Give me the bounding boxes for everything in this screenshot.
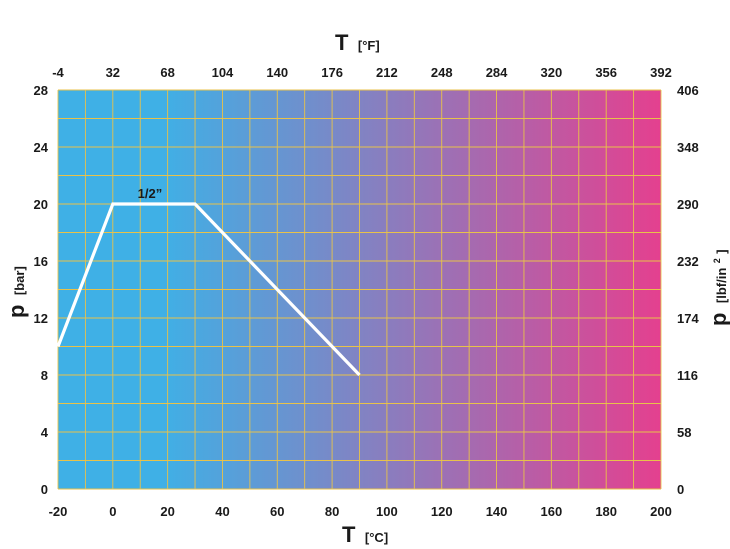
x-top-tick-label: 140 (266, 65, 288, 80)
x-axis-top-ticks: -4 32 68 104 140 176 212 248 284 320 356 392 (52, 65, 672, 80)
x-axis-bottom-ticks: -20 0 20 40 60 80 100 120 140 160 180 200 (49, 504, 672, 519)
y-left-tick-label: 24 (34, 140, 49, 155)
y-left-tick-label: 4 (41, 425, 49, 440)
y-right-tick-label: 58 (677, 425, 691, 440)
series-line (56, 202, 361, 377)
x-bottom-tick-label: -20 (49, 504, 68, 519)
y-right-tick-label: 232 (677, 254, 699, 269)
x-top-tick-label: 284 (486, 65, 508, 80)
x-top-tick-label: 212 (376, 65, 398, 80)
x-bottom-tick-label: 140 (486, 504, 508, 519)
x-top-tick-label: 32 (106, 65, 120, 80)
x-top-tick-label: 392 (650, 65, 672, 80)
y-right-tick-label: 174 (677, 311, 699, 326)
series-layer: 1/2” (56, 186, 361, 377)
y-left-tick-label: 28 (34, 83, 48, 98)
series-label: 1/2” (138, 186, 163, 201)
x-top-tick-label: 248 (431, 65, 453, 80)
x-bottom-tick-label: 120 (431, 504, 453, 519)
x-bottom-tick-label: 100 (376, 504, 398, 519)
x-bottom-tick-label: 20 (160, 504, 174, 519)
grid-lines (57, 89, 662, 490)
x-bottom-tick-label: 80 (325, 504, 339, 519)
y-left-tick-label: 16 (34, 254, 48, 269)
x-axis-bottom-title: T [°C] (342, 522, 388, 547)
y-axis-right-ticks: 0 58 116 174 232 290 348 406 (677, 83, 699, 497)
y-axis-left-title: p [bar] (4, 266, 29, 318)
y-left-tick-label: 20 (34, 197, 48, 212)
x-bottom-tick-label: 160 (541, 504, 563, 519)
y-right-tick-label: 406 (677, 83, 699, 98)
x-top-tick-label: -4 (52, 65, 64, 80)
y-right-tick-label: 0 (677, 482, 684, 497)
y-right-tick-label: 348 (677, 140, 699, 155)
x-bottom-tick-label: 200 (650, 504, 672, 519)
y-axis-left-ticks: 0 4 8 12 16 20 24 28 (34, 83, 49, 497)
y-left-tick-label: 8 (41, 368, 48, 383)
y-right-tick-label: 116 (677, 368, 698, 383)
x-top-tick-label: 320 (541, 65, 563, 80)
x-axis-top-title: T [°F] (335, 30, 380, 55)
x-bottom-tick-label: 0 (109, 504, 116, 519)
x-top-tick-label: 104 (212, 65, 234, 80)
x-bottom-tick-label: 180 (595, 504, 617, 519)
x-bottom-tick-label: 40 (215, 504, 229, 519)
x-top-tick-label: 176 (321, 65, 343, 80)
x-bottom-tick-label: 60 (270, 504, 284, 519)
y-left-tick-label: 0 (41, 482, 48, 497)
x-top-tick-label: 68 (160, 65, 174, 80)
y-left-tick-label: 12 (34, 311, 48, 326)
y-axis-right-title: p [lbf/in 2 ] (706, 249, 730, 326)
x-top-tick-label: 356 (595, 65, 617, 80)
y-right-tick-label: 290 (677, 197, 699, 212)
